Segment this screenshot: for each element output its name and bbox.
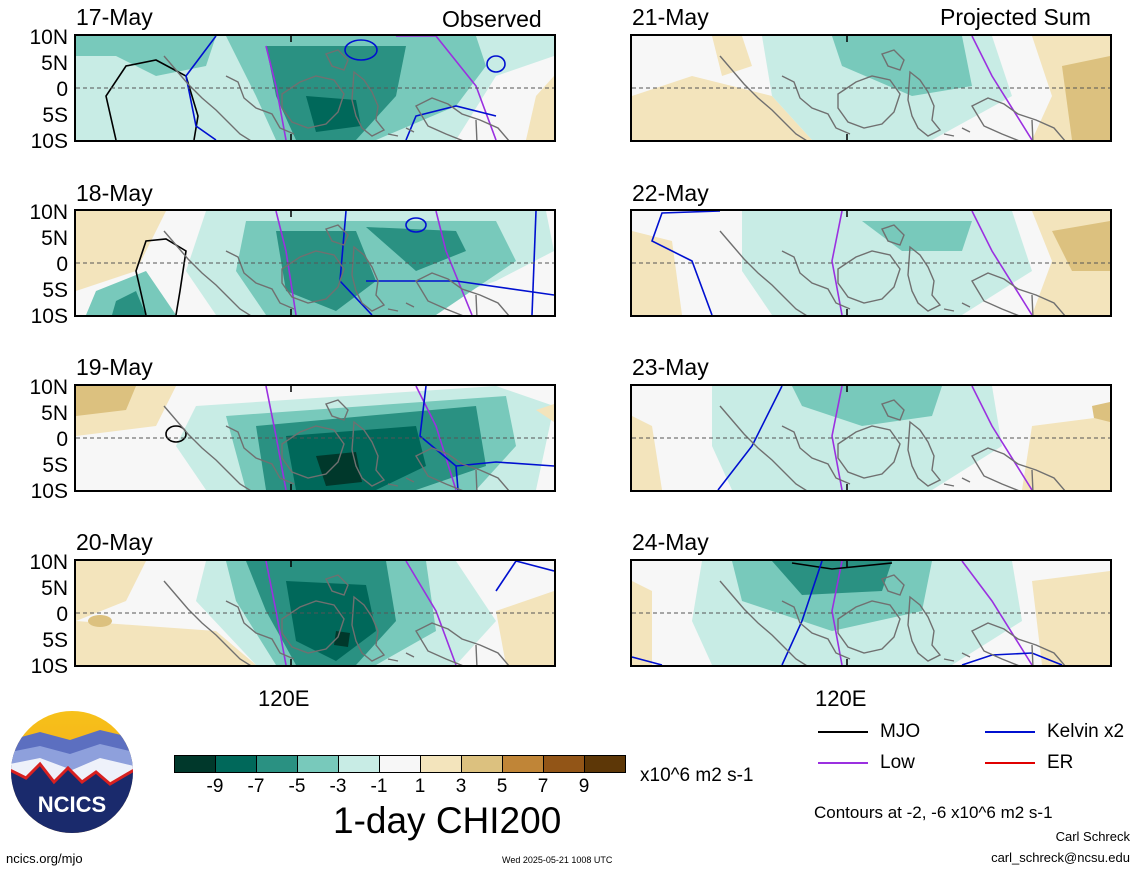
legend-label-mjo: MJO xyxy=(880,721,921,742)
date-label-observed-2: 18-May xyxy=(76,180,153,206)
lat-label-5n: 5N xyxy=(41,52,68,75)
map-panel-observed-18-may xyxy=(74,209,556,317)
map-svg xyxy=(632,561,1110,665)
timestamp: Wed 2025-05-21 1008 UTC xyxy=(502,855,613,865)
colorbar-tick-label: 9 xyxy=(578,776,590,797)
site-link[interactable]: ncics.org/mjo xyxy=(6,851,83,866)
lat-label-10s: 10S xyxy=(30,305,68,328)
map-svg xyxy=(76,386,554,490)
date-label-observed-3: 19-May xyxy=(76,354,153,380)
colorbar xyxy=(174,755,626,773)
colorbar-swatch-4 xyxy=(297,755,339,773)
legend-line-kelvin xyxy=(985,731,1035,733)
map-panel-observed-19-may xyxy=(74,384,556,492)
colorbar-tick-label: -7 xyxy=(247,776,265,797)
lat-label-0: 0 xyxy=(56,78,68,101)
date-label-projected-2: 22-May xyxy=(632,180,709,206)
colorbar-tick-label: -1 xyxy=(370,776,388,797)
lat-label-5s: 5S xyxy=(42,454,68,477)
lat-label-10n: 10N xyxy=(29,551,68,574)
colorbar-swatch-6 xyxy=(379,755,421,773)
map-panel-observed-17-may xyxy=(74,34,556,142)
lon-label-observed: 120E xyxy=(258,686,310,711)
date-label-projected-3: 23-May xyxy=(632,354,709,380)
colorbar-tick-label: 1 xyxy=(414,776,426,797)
colorbar-swatch-1 xyxy=(174,755,216,773)
map-svg xyxy=(632,386,1110,490)
map-svg xyxy=(76,36,554,140)
map-svg xyxy=(632,36,1110,140)
colorbar-tick-label: 3 xyxy=(455,776,467,797)
map-svg xyxy=(76,561,554,665)
lat-label-10n: 10N xyxy=(29,201,68,224)
map-panel-observed-20-may xyxy=(74,559,556,667)
legend-label-er: ER xyxy=(1047,752,1074,773)
contours-note: Contours at -2, -6 x10^6 m2 s-1 xyxy=(814,803,1053,822)
map-svg xyxy=(632,211,1110,315)
ncics-logo-icon: NCICS xyxy=(11,711,133,833)
colorbar-tick-label: -5 xyxy=(288,776,306,797)
legend-line-mjo xyxy=(818,731,868,733)
map-panel-projected-24-may xyxy=(630,559,1112,667)
legend-line-low xyxy=(818,762,868,764)
colorbar-tick-label: 7 xyxy=(537,776,549,797)
lat-label-5s: 5S xyxy=(42,279,68,302)
map-svg xyxy=(76,211,554,315)
projected-title: Projected Sum xyxy=(940,4,1091,30)
lat-label-0: 0 xyxy=(56,428,68,451)
colorbar-swatch-3 xyxy=(256,755,298,773)
map-panel-projected-23-may xyxy=(630,384,1112,492)
colorbar-units: x10^6 m2 s-1 xyxy=(640,765,754,786)
legend-label-kelvin: Kelvin x2 xyxy=(1047,721,1125,742)
colorbar-swatch-8 xyxy=(461,755,503,773)
lat-label-5n: 5N xyxy=(41,577,68,600)
lat-label-10s: 10S xyxy=(30,480,68,503)
logo-text: NCICS xyxy=(38,792,106,817)
lat-label-5s: 5S xyxy=(42,629,68,652)
colorbar-tick-label: 5 xyxy=(496,776,508,797)
date-label-observed-4: 20-May xyxy=(76,529,153,555)
colorbar-swatch-10 xyxy=(543,755,585,773)
lat-label-10n: 10N xyxy=(29,376,68,399)
ncics-logo: NCICS xyxy=(10,710,134,834)
colorbar-tick-label: -9 xyxy=(206,776,224,797)
colorbar-swatch-2 xyxy=(215,755,257,773)
lon-label-projected: 120E xyxy=(815,686,867,711)
lat-label-5s: 5S xyxy=(42,104,68,127)
lat-label-5n: 5N xyxy=(41,227,68,250)
date-label-projected-4: 24-May xyxy=(632,529,709,555)
colorbar-title: 1-day CHI200 xyxy=(333,800,562,841)
lat-label-0: 0 xyxy=(56,603,68,626)
lat-label-10s: 10S xyxy=(30,655,68,678)
observed-title: Observed xyxy=(442,6,542,32)
legend-line-er xyxy=(985,762,1035,764)
lat-label-10s: 10S xyxy=(30,130,68,153)
author-email[interactable]: carl_schreck@ncsu.edu xyxy=(991,850,1130,865)
lat-label-0: 0 xyxy=(56,253,68,276)
author-name: Carl Schreck xyxy=(1055,829,1130,844)
colorbar-swatch-9 xyxy=(502,755,544,773)
legend-label-low: Low xyxy=(880,752,915,773)
map-panel-projected-22-may xyxy=(630,209,1112,317)
date-label-projected-1: 21-May xyxy=(632,4,709,30)
lat-label-10n: 10N xyxy=(29,26,68,49)
map-panel-projected-21-may xyxy=(630,34,1112,142)
colorbar-tick-label: -3 xyxy=(329,776,347,797)
colorbar-swatch-11 xyxy=(584,755,626,773)
colorbar-swatch-7 xyxy=(420,755,462,773)
colorbar-swatch-5 xyxy=(338,755,380,773)
date-label-observed-1: 17-May xyxy=(76,4,153,30)
lat-label-5n: 5N xyxy=(41,402,68,425)
